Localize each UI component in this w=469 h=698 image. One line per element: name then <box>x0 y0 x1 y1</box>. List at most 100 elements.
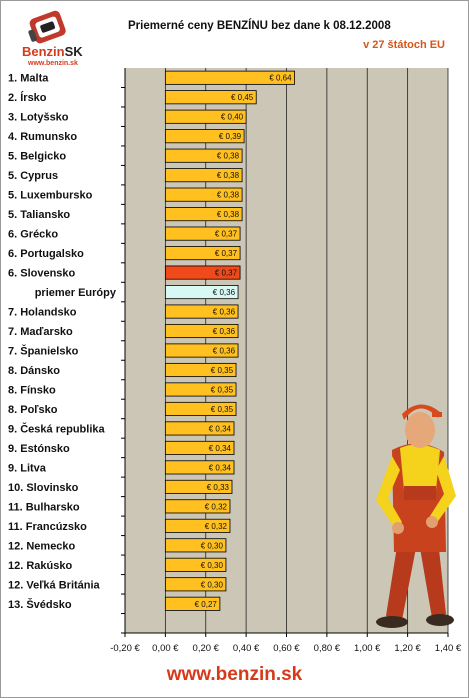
footer-url[interactable]: www.benzin.sk <box>166 664 303 685</box>
bar-value-label: € 0,34 <box>209 424 232 433</box>
bar-value-label: € 0,64 <box>269 74 292 83</box>
category-label: 6. Portugalsko <box>8 248 84 260</box>
x-tick-label: 0,60 € <box>273 643 300 654</box>
bar-value-label: € 0,34 <box>209 463 232 472</box>
category-label: 6. Slovensko <box>8 268 76 280</box>
bar-value-label: € 0,37 <box>215 230 238 239</box>
bar-value-label: € 0,38 <box>217 152 240 161</box>
bar-value-label: € 0,40 <box>221 113 244 122</box>
category-label: 5. Luxembursko <box>8 190 93 202</box>
category-label: 10. Slovinsko <box>8 482 79 494</box>
bar <box>164 323 239 339</box>
bar-value-label: € 0,35 <box>211 366 234 375</box>
bar <box>164 596 221 611</box>
category-label: 6. Grécko <box>8 229 58 241</box>
chart-title: Priemerné ceny BENZÍNU bez dane k 08.12.… <box>128 20 391 32</box>
bar <box>164 382 237 397</box>
logo-wordmark: BenzinSK <box>22 44 83 59</box>
category-label: 1. Malta <box>8 73 49 85</box>
bar <box>164 577 227 592</box>
bar-value-label: € 0,27 <box>195 600 218 609</box>
bar <box>164 518 231 533</box>
x-tick-label: 1,40 € <box>435 643 462 654</box>
fuel-pump-icon <box>28 10 66 44</box>
bar-value-label: € 0,35 <box>211 385 234 394</box>
bar-value-label: € 0,37 <box>215 269 238 278</box>
bar <box>164 479 233 494</box>
category-label: 7. Holandsko <box>8 307 77 319</box>
bar <box>164 226 241 241</box>
category-label: 8. Dánsko <box>8 365 60 377</box>
category-label: 5. Taliansko <box>8 209 70 221</box>
bar <box>164 460 235 475</box>
bar <box>164 440 235 455</box>
category-label: 12. Veľká Británia <box>8 579 101 591</box>
category-label: 3. Lotyšsko <box>8 112 69 124</box>
bar <box>164 401 237 416</box>
x-tick-label: 1,00 € <box>354 643 381 654</box>
logo-url: www.benzin.sk <box>28 60 78 67</box>
bar <box>164 421 235 436</box>
bar <box>164 362 237 378</box>
bar <box>164 109 247 124</box>
category-label: 12. Rakúsko <box>8 560 72 572</box>
x-tick-label: 0,00 € <box>152 643 179 654</box>
bar-value-label: € 0,32 <box>205 502 228 511</box>
category-label: 5. Belgicko <box>8 151 66 163</box>
bar-value-label: € 0,36 <box>213 327 236 336</box>
bar-value-label: € 0,35 <box>211 405 234 414</box>
bar-value-label: € 0,45 <box>231 93 254 102</box>
bar <box>164 499 231 514</box>
bar-value-label: € 0,36 <box>213 347 236 356</box>
bar-value-label: € 0,32 <box>205 522 228 531</box>
bar-value-label: € 0,36 <box>213 308 236 317</box>
bar <box>164 70 295 85</box>
x-tick-label: 0,80 € <box>314 643 341 654</box>
category-label: 11. Bulharsko <box>8 501 80 513</box>
bar-value-label: € 0,38 <box>217 191 240 200</box>
bar-value-label: € 0,37 <box>215 249 238 258</box>
benzin-logo: BenzinSK www.benzin.sk <box>8 6 88 67</box>
category-label: 7. Maďarsko <box>8 326 73 338</box>
bar-value-label: € 0,36 <box>213 288 236 297</box>
bar <box>164 304 239 319</box>
category-label: 13. Švédsko <box>8 598 72 611</box>
category-label: priemer Európy <box>35 287 117 299</box>
category-label: 8. Fínsko <box>8 384 56 396</box>
x-tick-label: 0,40 € <box>233 643 260 654</box>
x-tick-label: 0,20 € <box>193 643 220 654</box>
bar <box>164 168 243 183</box>
x-tick-label: 1,20 € <box>394 643 421 654</box>
bar-value-label: € 0,39 <box>219 132 242 141</box>
category-label: 8. Poľsko <box>8 404 58 416</box>
bar <box>164 343 239 358</box>
category-label: 12. Nemecko <box>8 540 76 552</box>
bar <box>164 265 241 280</box>
category-label: 9. Litva <box>8 462 47 474</box>
category-label: 11. Francúzsko <box>8 521 87 533</box>
bar-value-label: € 0,30 <box>201 561 224 570</box>
bar <box>164 557 227 572</box>
bar <box>164 129 245 144</box>
bar <box>164 538 227 553</box>
bar <box>164 187 243 202</box>
bar-value-label: € 0,33 <box>207 483 230 492</box>
bar <box>164 207 243 222</box>
category-label: 5. Cyprus <box>8 170 58 182</box>
bar <box>164 148 243 163</box>
chart-subtitle: v 27 štátoch EU <box>363 39 445 51</box>
mascot-worker-icon <box>376 404 456 628</box>
category-label: 9. Česká republika <box>8 422 105 435</box>
bar <box>164 246 241 261</box>
bar-value-label: € 0,38 <box>217 171 240 180</box>
category-label: 7. Španielsko <box>8 345 79 358</box>
bar-value-label: € 0,38 <box>217 210 240 219</box>
category-label: 4. Rumunsko <box>8 131 77 143</box>
x-tick-label: -0,20 € <box>110 643 140 654</box>
category-label: 2. Írsko <box>8 91 47 104</box>
category-label: 9. Estónsko <box>8 443 70 455</box>
bar <box>164 90 257 105</box>
bar-value-label: € 0,30 <box>201 541 224 550</box>
bar-value-label: € 0,34 <box>209 444 232 453</box>
